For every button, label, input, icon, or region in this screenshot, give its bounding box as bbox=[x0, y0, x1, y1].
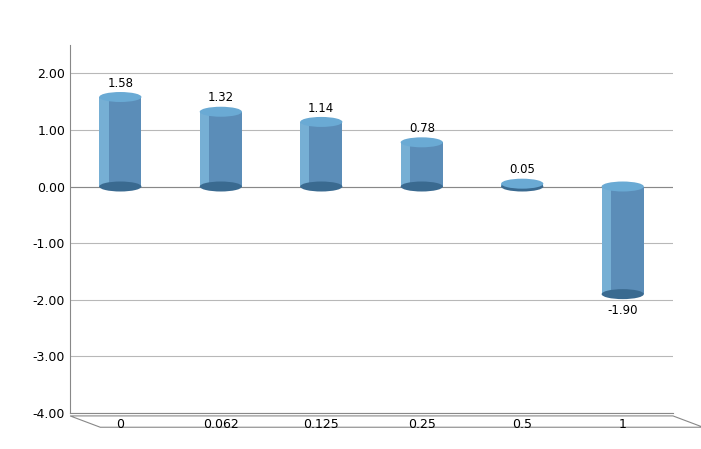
Text: 1.14: 1.14 bbox=[308, 101, 334, 114]
Ellipse shape bbox=[601, 289, 644, 299]
Bar bbox=[100, 97, 142, 186]
Ellipse shape bbox=[401, 181, 443, 192]
Bar bbox=[501, 184, 510, 186]
Ellipse shape bbox=[300, 117, 342, 127]
Bar bbox=[501, 184, 543, 186]
Bar bbox=[300, 122, 342, 186]
Text: 0.05: 0.05 bbox=[510, 163, 535, 176]
Text: 1.58: 1.58 bbox=[107, 77, 133, 90]
Ellipse shape bbox=[200, 181, 242, 192]
Ellipse shape bbox=[601, 181, 644, 192]
Bar bbox=[401, 142, 443, 186]
Ellipse shape bbox=[200, 107, 242, 117]
Text: -1.90: -1.90 bbox=[608, 304, 638, 317]
Bar bbox=[200, 112, 209, 186]
Bar bbox=[100, 97, 109, 186]
Ellipse shape bbox=[100, 92, 142, 102]
Ellipse shape bbox=[300, 181, 342, 192]
Ellipse shape bbox=[501, 179, 543, 189]
Bar bbox=[601, 186, 611, 294]
Bar bbox=[300, 122, 309, 186]
Bar bbox=[401, 142, 410, 186]
Text: 1.32: 1.32 bbox=[207, 92, 234, 105]
Bar bbox=[200, 112, 242, 186]
Text: 0.78: 0.78 bbox=[409, 122, 435, 135]
Ellipse shape bbox=[501, 181, 543, 192]
Bar bbox=[601, 186, 644, 294]
Ellipse shape bbox=[401, 137, 443, 147]
Polygon shape bbox=[70, 416, 701, 427]
Ellipse shape bbox=[100, 181, 142, 192]
